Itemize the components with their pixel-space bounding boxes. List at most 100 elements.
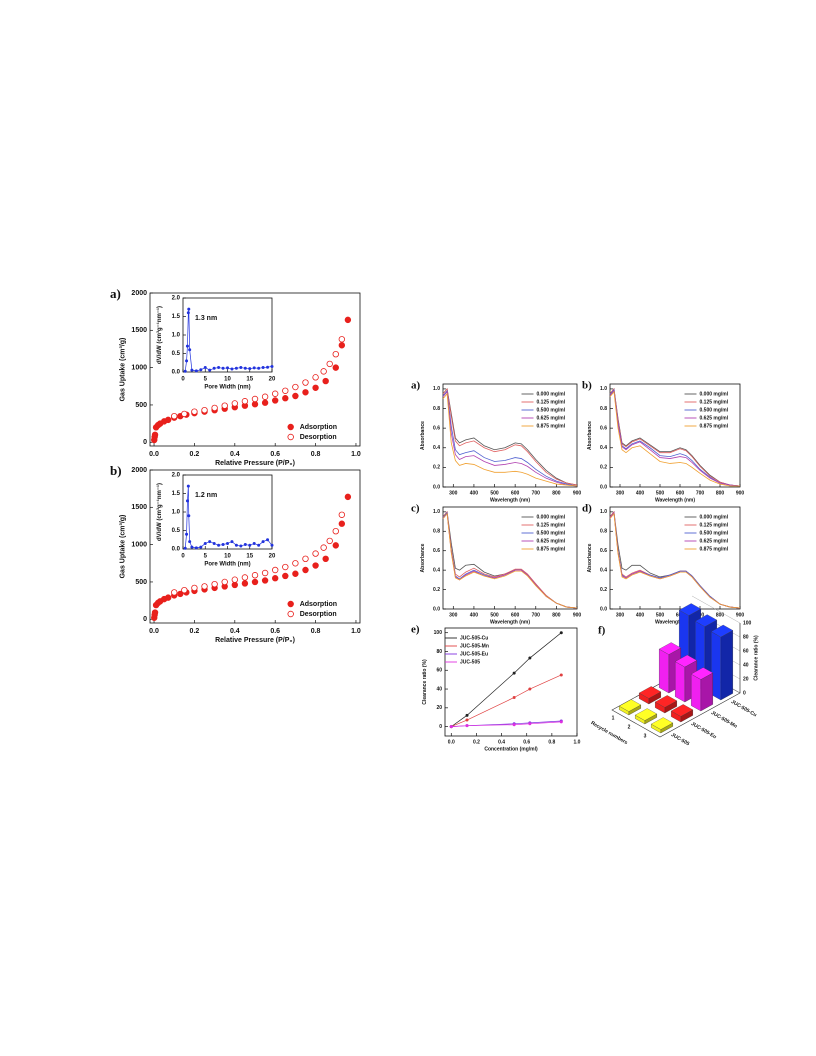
category-label: 3 <box>644 734 647 740</box>
y-tick-label: 0.6 <box>433 548 440 554</box>
data-point <box>208 540 212 544</box>
data-point <box>257 366 261 370</box>
z-tick-label: 60 <box>743 648 749 654</box>
legend-label: JUC-505 <box>460 659 480 665</box>
x-axis-label: Pore Width (nm) <box>204 385 250 391</box>
legend-label: 0.875 mg/ml <box>537 423 566 429</box>
y-tick-label: 40 <box>436 686 442 692</box>
x-tick-label: 0.0 <box>149 628 159 635</box>
data-point <box>183 546 187 550</box>
data-point <box>221 366 225 370</box>
y-tick-label: 1000 <box>131 541 147 548</box>
y-tick-label: 0.5 <box>172 351 181 357</box>
x-tick-label: 0.0 <box>448 739 455 745</box>
x-tick-label: 0.6 <box>270 628 280 635</box>
panel-label: b) <box>582 380 592 392</box>
y-tick-label: 2000 <box>131 290 147 297</box>
data-point <box>465 724 469 728</box>
y-axis-label: Gas Uptake (cm³/g) <box>120 338 127 402</box>
y-tick-label: 0.2 <box>433 587 440 593</box>
x-tick-label: 500 <box>490 490 499 496</box>
legend-label: Desorption <box>300 434 337 441</box>
data-point <box>512 723 516 727</box>
data-point <box>528 722 532 726</box>
y-axis-label: Gas Uptake (cm³/g) <box>120 515 127 579</box>
series-line <box>442 390 578 487</box>
x-tick-label: 20 <box>269 377 276 383</box>
data-point <box>338 511 346 518</box>
x-tick-label: 500 <box>656 612 665 618</box>
data-point <box>302 566 309 574</box>
data-point <box>164 594 172 601</box>
x-tick-label: 0.2 <box>473 739 480 745</box>
y-tick-label: 1.0 <box>172 510 181 516</box>
x-tick-label: 400 <box>470 490 479 496</box>
bar-top <box>690 667 714 680</box>
y-tick-label: 1.0 <box>433 509 440 515</box>
x-tick-label: 800 <box>716 490 725 496</box>
data-point <box>151 431 159 439</box>
z-tick-label: 40 <box>743 662 749 668</box>
y-axis-label: dV/dW (cm³g⁻¹nm⁻¹) <box>156 483 163 541</box>
legend-label: 0.125 mg/ml <box>537 399 566 405</box>
y-tick-label: 1.0 <box>600 509 607 515</box>
y-tick-label: 0.8 <box>433 406 440 412</box>
x-tick-label: 400 <box>636 612 645 618</box>
plot-frame <box>442 383 578 488</box>
data-point <box>332 351 339 358</box>
y-tick-label: 0.2 <box>600 587 607 593</box>
y-tick-label: 0.4 <box>433 445 440 451</box>
series-line <box>442 389 578 487</box>
x-tick-label: 600 <box>676 490 685 496</box>
legend-label: 0.625 mg/ml <box>537 538 566 544</box>
x-axis-label: Concentration (mg/ml) <box>484 746 538 752</box>
y-tick-label: 0.0 <box>600 484 607 490</box>
data-point <box>261 569 269 577</box>
y-tick-label: 0.6 <box>600 548 607 554</box>
x-tick-label: 0.8 <box>311 451 321 458</box>
bar-top <box>658 642 682 655</box>
category-label: 1 <box>612 716 615 722</box>
data-point <box>302 379 309 386</box>
data-point <box>252 366 256 370</box>
data-point <box>239 544 243 548</box>
legend-label: 0.500 mg/ml <box>700 530 729 536</box>
category-label: 2 <box>628 725 631 731</box>
y-tick-label: 0.2 <box>600 465 607 471</box>
x-axis-label: Relative Pressure (P/P₀) <box>215 460 295 467</box>
x-tick-label: 0.4 <box>498 739 505 745</box>
x-tick-label: 15 <box>246 377 253 383</box>
panel-label: e) <box>411 624 420 636</box>
data-point <box>164 416 172 424</box>
data-point <box>201 406 208 414</box>
data-point <box>183 369 187 373</box>
legend-label: 0.125 mg/ml <box>700 399 729 405</box>
data-point <box>187 514 191 518</box>
plot-frame <box>609 506 741 610</box>
bar-top <box>634 708 658 721</box>
y-tick-label: 0.6 <box>433 425 440 431</box>
x-tick-label: 700 <box>532 612 541 618</box>
legend-label: 0.625 mg/ml <box>700 415 729 421</box>
x-tick-label: 300 <box>449 490 458 496</box>
x-tick-label: 0.8 <box>311 628 321 635</box>
legend-label: 0.875 mg/ml <box>700 423 729 429</box>
y-tick-label: 1.0 <box>172 333 181 339</box>
y-tick-label: 2.0 <box>172 296 181 302</box>
legend-label: 0.875 mg/ml <box>537 546 566 552</box>
legend-marker <box>287 433 294 441</box>
plot-frame <box>442 506 578 610</box>
y-tick-label: 2000 <box>131 467 147 474</box>
data-point <box>270 543 274 547</box>
y-tick-label: 0.2 <box>433 465 440 471</box>
legend-label: 0.625 mg/ml <box>700 538 729 544</box>
data-point <box>186 311 190 315</box>
data-point <box>199 368 203 372</box>
bar-top <box>638 686 662 699</box>
data-point <box>191 408 198 415</box>
data-point <box>243 366 247 370</box>
legend-marker <box>287 423 294 431</box>
y-tick-label: 0.0 <box>433 484 440 490</box>
